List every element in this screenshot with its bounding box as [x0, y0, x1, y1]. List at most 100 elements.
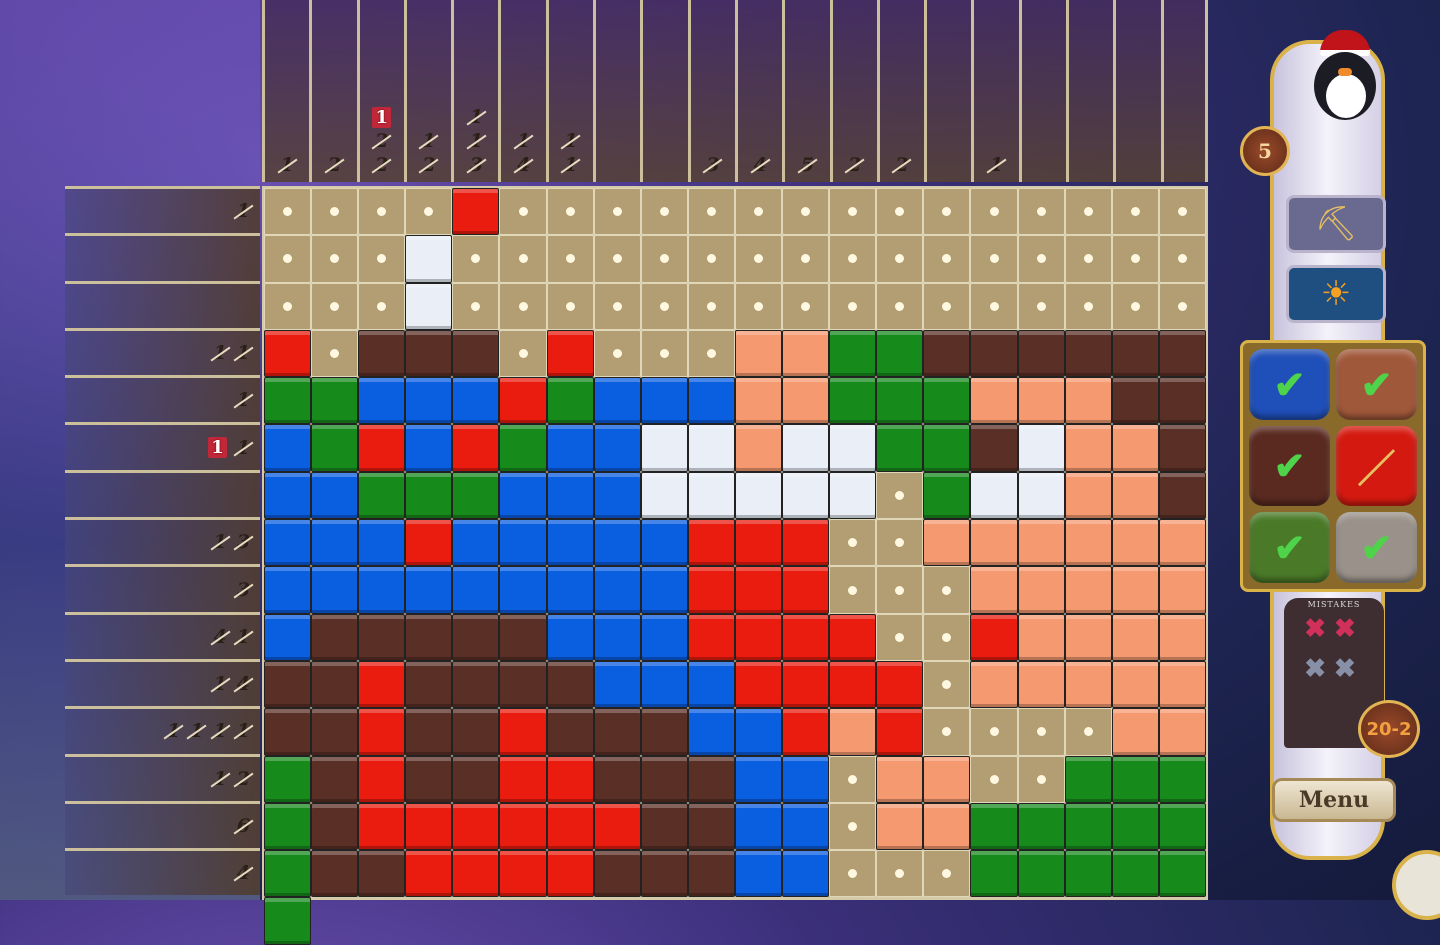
cell-blue[interactable] — [734, 755, 783, 803]
cell-blue[interactable] — [546, 424, 594, 472]
cell-green[interactable] — [829, 377, 877, 425]
cell-white[interactable] — [405, 235, 453, 283]
cell-red[interactable] — [734, 613, 783, 661]
cell-brown[interactable] — [358, 613, 406, 661]
cell-empty-dot[interactable] — [687, 329, 735, 378]
cell-blue[interactable] — [546, 566, 594, 614]
cell-empty-dot[interactable] — [923, 708, 971, 756]
cell-white[interactable] — [687, 424, 735, 472]
cell-blue[interactable] — [640, 660, 688, 709]
cell-empty-dot[interactable] — [970, 282, 1018, 330]
cell-green[interactable] — [1017, 802, 1065, 851]
cell-blue[interactable] — [782, 755, 830, 803]
cell-red[interactable] — [358, 424, 406, 472]
cell-brown[interactable] — [405, 708, 453, 756]
cell-red[interactable] — [405, 519, 453, 567]
cell-red[interactable] — [593, 802, 641, 851]
cell-peach[interactable] — [970, 566, 1018, 614]
cell-empty-dot[interactable] — [876, 613, 924, 661]
cell-empty-dot[interactable] — [876, 519, 924, 567]
cell-peach[interactable] — [1158, 613, 1206, 661]
cell-empty-dot[interactable] — [499, 188, 547, 236]
cell-blue[interactable] — [499, 471, 547, 520]
cell-peach[interactable] — [782, 377, 830, 425]
cell-peach[interactable] — [1111, 613, 1159, 661]
color-swatch-1[interactable]: ✔ — [1249, 349, 1330, 420]
cell-blue[interactable] — [734, 850, 783, 898]
cell-empty-dot[interactable] — [452, 235, 500, 283]
cell-empty-dot[interactable] — [876, 282, 924, 330]
cell-green[interactable] — [1017, 850, 1065, 898]
cell-blue[interactable] — [499, 519, 547, 567]
cell-empty-dot[interactable] — [593, 235, 641, 283]
cell-brown[interactable] — [452, 660, 500, 709]
cell-white[interactable] — [1017, 424, 1065, 472]
cell-peach[interactable] — [1158, 566, 1206, 614]
cell-empty-dot[interactable] — [546, 282, 594, 330]
cell-empty-dot[interactable] — [876, 188, 924, 236]
cell-brown[interactable] — [405, 660, 453, 709]
cell-green[interactable] — [1064, 755, 1112, 803]
cell-green[interactable] — [970, 802, 1018, 851]
cell-empty-dot[interactable] — [1111, 188, 1159, 236]
cell-peach[interactable] — [734, 424, 783, 472]
cell-empty-dot[interactable] — [358, 282, 406, 330]
cell-red[interactable] — [452, 850, 500, 898]
cell-brown[interactable] — [499, 613, 547, 661]
cell-peach[interactable] — [1064, 471, 1112, 520]
cell-empty-dot[interactable] — [876, 566, 924, 614]
cell-green[interactable] — [1111, 755, 1159, 803]
cell-peach[interactable] — [1111, 660, 1159, 709]
cell-empty-dot[interactable] — [311, 235, 359, 283]
cell-red[interactable] — [734, 519, 783, 567]
cell-white[interactable] — [829, 471, 877, 520]
cell-blue[interactable] — [593, 566, 641, 614]
cell-peach[interactable] — [1064, 519, 1112, 567]
cell-blue[interactable] — [593, 424, 641, 472]
cell-red[interactable] — [358, 660, 406, 709]
cell-brown[interactable] — [546, 660, 594, 709]
cell-blue[interactable] — [264, 471, 312, 520]
cell-empty-dot[interactable] — [1158, 235, 1206, 283]
cell-brown[interactable] — [593, 708, 641, 756]
cell-empty-dot[interactable] — [923, 282, 971, 330]
cell-empty-dot[interactable] — [923, 188, 971, 236]
cell-empty-dot[interactable] — [687, 235, 735, 283]
cell-empty-dot[interactable] — [358, 188, 406, 236]
cell-peach[interactable] — [1017, 566, 1065, 614]
cell-green[interactable] — [358, 471, 406, 520]
cell-blue[interactable] — [593, 660, 641, 709]
cell-brown[interactable] — [1064, 329, 1112, 378]
cell-blue[interactable] — [593, 519, 641, 567]
cell-blue[interactable] — [782, 802, 830, 851]
cell-empty-dot[interactable] — [1064, 708, 1112, 756]
cell-empty-dot[interactable] — [829, 755, 877, 803]
cell-blue[interactable] — [640, 377, 688, 425]
cell-red[interactable] — [499, 755, 547, 803]
cell-empty-dot[interactable] — [876, 235, 924, 283]
tool-sun-button[interactable]: ☀ — [1286, 265, 1386, 323]
cell-empty-dot[interactable] — [970, 188, 1018, 236]
cell-blue[interactable] — [687, 708, 735, 756]
cell-empty-dot[interactable] — [1111, 235, 1159, 283]
cell-green[interactable] — [264, 377, 312, 425]
cell-empty-dot[interactable] — [358, 235, 406, 283]
cell-brown[interactable] — [452, 329, 500, 378]
cell-brown[interactable] — [1158, 424, 1206, 472]
cell-red[interactable] — [499, 802, 547, 851]
cell-red[interactable] — [452, 802, 500, 851]
cell-brown[interactable] — [593, 755, 641, 803]
cell-empty-dot[interactable] — [782, 282, 830, 330]
cell-green[interactable] — [923, 377, 971, 425]
cell-green[interactable] — [1158, 755, 1206, 803]
cell-red[interactable] — [264, 329, 312, 378]
cell-empty-dot[interactable] — [687, 188, 735, 236]
cell-empty-dot[interactable] — [593, 282, 641, 330]
cell-blue[interactable] — [264, 613, 312, 661]
cell-brown[interactable] — [1111, 329, 1159, 378]
cell-empty-dot[interactable] — [829, 802, 877, 851]
cell-blue[interactable] — [264, 566, 312, 614]
cell-blue[interactable] — [687, 377, 735, 425]
cell-white[interactable] — [1017, 471, 1065, 520]
cell-brown[interactable] — [452, 613, 500, 661]
